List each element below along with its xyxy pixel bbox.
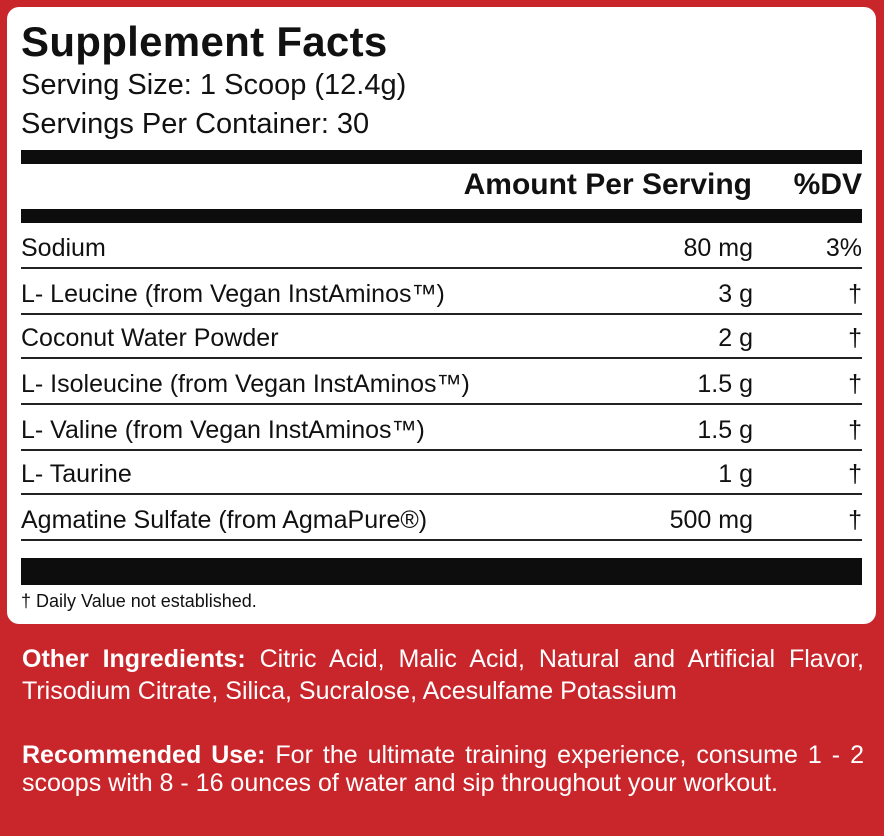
nutrient-dv: † bbox=[848, 460, 862, 488]
nutrient-name: L- Leucine (from Vegan InstAminos™) bbox=[21, 280, 445, 308]
nutrient-name: Coconut Water Powder bbox=[21, 324, 279, 352]
nutrient-amount: 2 g bbox=[718, 324, 753, 352]
nutrient-name: L- Valine (from Vegan InstAminos™) bbox=[21, 416, 425, 444]
panel-title: Supplement Facts bbox=[21, 18, 388, 65]
nutrient-amount: 500 mg bbox=[669, 506, 753, 534]
nutrient-dv: † bbox=[848, 280, 862, 308]
nutrient-amount: 80 mg bbox=[683, 234, 753, 262]
nutrient-amount: 1 g bbox=[718, 460, 753, 488]
nutrient-dv: † bbox=[848, 324, 862, 352]
recommended-use-section: Recommended Use: For the ultimate traini… bbox=[22, 741, 864, 797]
servings-per-container: Servings Per Container: 30 bbox=[21, 108, 370, 140]
nutrient-name: Agmatine Sulfate (from AgmaPure®) bbox=[21, 506, 428, 534]
divider-thick-top bbox=[21, 150, 862, 164]
nutrient-amount: 1.5 g bbox=[697, 416, 753, 444]
supplement-facts-panel: Supplement Facts Serving Size: 1 Scoop (… bbox=[7, 7, 876, 624]
nutrient-dv: † bbox=[848, 506, 862, 534]
serving-size: Serving Size: 1 Scoop (12.4g) bbox=[21, 69, 407, 101]
recommended-use-label: Recommended Use: bbox=[22, 741, 266, 769]
recommended-use-text: For the ultimate training experience, co… bbox=[22, 741, 864, 797]
divider-thick-header bbox=[21, 209, 862, 223]
nutrient-name: L- Taurine bbox=[21, 460, 132, 488]
other-ingredients-text: Citric Acid, Malic Acid, Natural and Art… bbox=[22, 645, 865, 705]
other-ingredients-label: Other Ingredients: bbox=[22, 645, 246, 673]
table-row: L- Taurine 1 g † bbox=[21, 451, 862, 495]
table-row: Sodium 80 mg 3% bbox=[21, 223, 862, 269]
table-row: Agmatine Sulfate (from AgmaPure®) 500 mg… bbox=[21, 495, 862, 541]
nutrient-dv: † bbox=[848, 370, 862, 398]
table-row: L- Leucine (from Vegan InstAminos™) 3 g … bbox=[21, 269, 862, 315]
nutrient-amount: 1.5 g bbox=[697, 370, 753, 398]
table-row: Coconut Water Powder 2 g † bbox=[21, 315, 862, 359]
other-ingredients-section: Other Ingredients: Citric Acid, Malic Ac… bbox=[22, 643, 864, 707]
nutrient-dv: † bbox=[848, 416, 862, 444]
table-row: L- Isoleucine (from Vegan InstAminos™) 1… bbox=[21, 359, 862, 405]
nutrient-name: L- Isoleucine (from Vegan InstAminos™) bbox=[21, 370, 470, 398]
nutrient-name: Sodium bbox=[21, 234, 106, 262]
daily-value-footnote: † Daily Value not established. bbox=[21, 591, 257, 611]
header-amount-per-serving: Amount Per Serving bbox=[463, 168, 752, 201]
table-row: L- Valine (from Vegan InstAminos™) 1.5 g… bbox=[21, 405, 862, 451]
nutrient-amount: 3 g bbox=[718, 280, 753, 308]
divider-thick-bottom bbox=[21, 558, 862, 585]
nutrient-dv: 3% bbox=[825, 234, 862, 262]
nutrient-table: Sodium 80 mg 3% L- Leucine (from Vegan I… bbox=[21, 223, 862, 541]
header-daily-value: %DV bbox=[793, 168, 862, 201]
